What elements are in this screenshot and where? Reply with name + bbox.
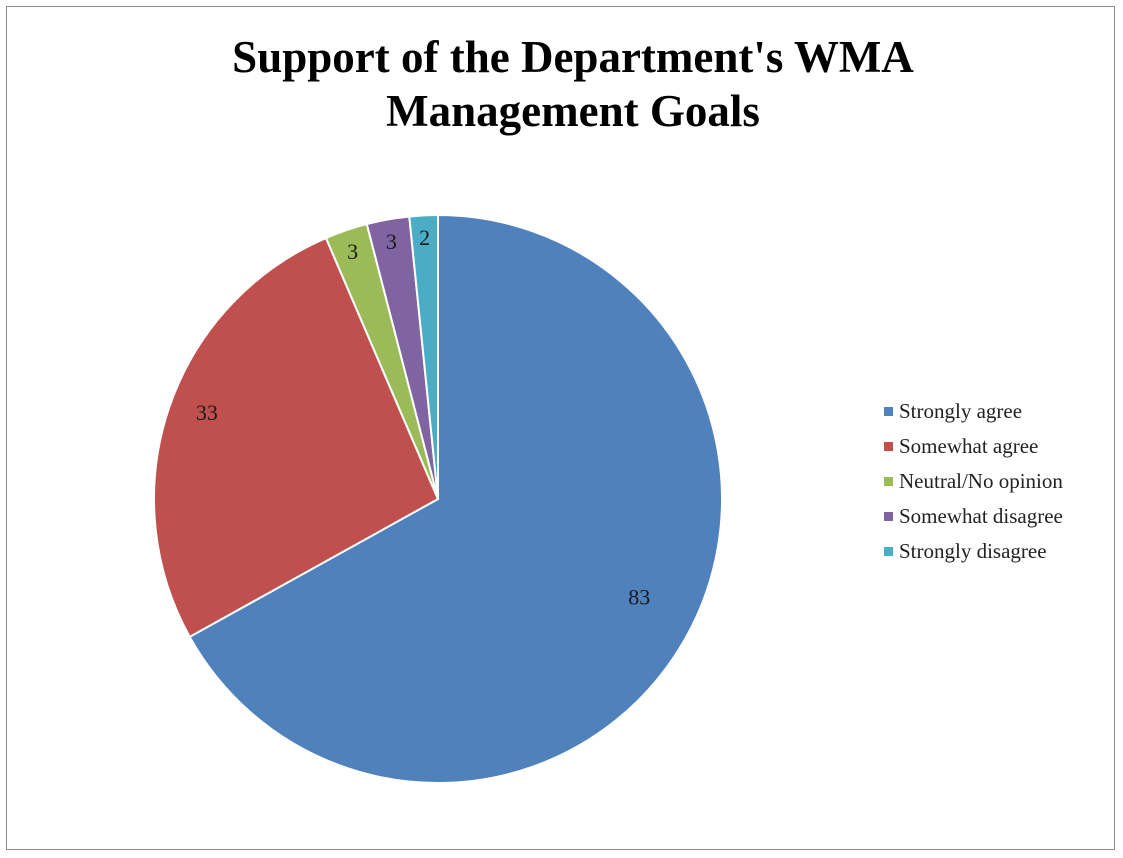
data-label-neutral-no-opinion: 3: [347, 239, 358, 264]
legend-item-somewhat-agree: Somewhat agree: [884, 429, 1063, 464]
pie-slice-strongly-disagree: [408, 213, 439, 500]
data-label-somewhat-disagree: 3: [386, 229, 397, 254]
pie-slice-somewhat-agree: [153, 236, 440, 639]
data-label-strongly-disagree: 2: [419, 225, 430, 250]
chart-title-line-2: Management Goals: [386, 86, 760, 136]
legend-item-neutral-no-opinion: Neutral/No opinion: [884, 464, 1063, 499]
legend-item-strongly-agree: Strongly agree: [884, 394, 1063, 429]
pie-slice-strongly-agree: [188, 213, 723, 784]
chart-title-line-1: Support of the Department's WMA: [232, 32, 914, 82]
data-label-strongly-agree: 83: [628, 584, 650, 609]
legend-item-strongly-disagree: Strongly disagree: [884, 534, 1063, 569]
legend-label-strongly-agree: Strongly agree: [899, 399, 1023, 423]
legend-swatch-neutral-no-opinion: [884, 477, 893, 486]
legend-item-somewhat-disagree: Somewhat disagree: [884, 499, 1063, 534]
legend: Strongly agree Somewhat agree Neutral/No o…: [884, 394, 1063, 569]
legend-label-somewhat-agree: Somewhat agree: [899, 434, 1039, 458]
pie-slices: [153, 213, 723, 784]
legend-label-somewhat-disagree: Somewhat disagree: [899, 504, 1063, 528]
data-label-somewhat-agree: 33: [196, 400, 218, 425]
legend-swatch-somewhat-disagree: [884, 512, 893, 521]
legend-label-neutral-no-opinion: Neutral/No opinion: [899, 469, 1063, 493]
chart-title: Support of the Department's WMA Manageme…: [0, 30, 1123, 138]
legend-label-strongly-disagree: Strongly disagree: [899, 539, 1047, 563]
legend-swatch-somewhat-agree: [884, 442, 893, 451]
legend-swatch-strongly-disagree: [884, 547, 893, 556]
legend-swatch-strongly-agree: [884, 407, 893, 416]
